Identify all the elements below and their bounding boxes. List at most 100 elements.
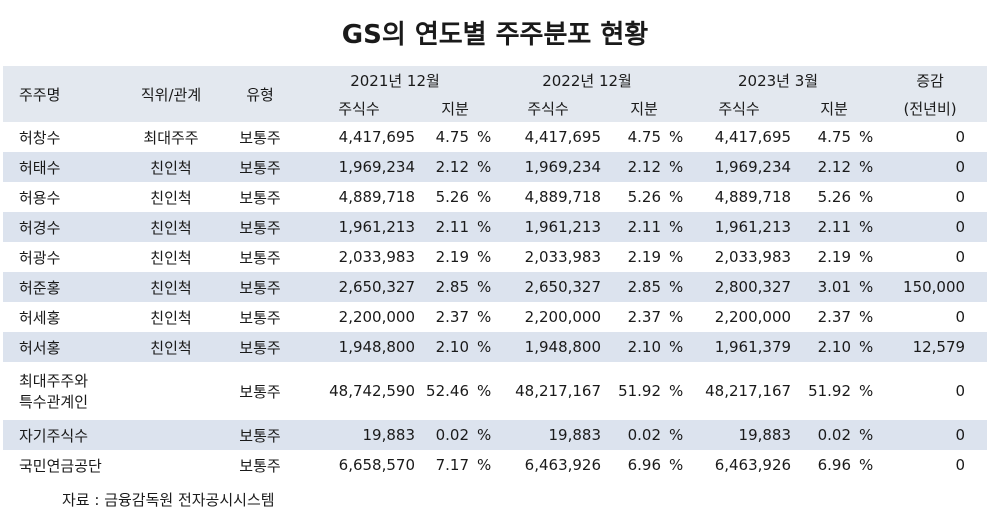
cell-relation: 친인척 <box>121 272 221 302</box>
cell-pct-unit: % <box>473 332 491 362</box>
cell-shares-2023: 6,463,926 <box>714 456 792 474</box>
cell-type: 보통주 <box>239 456 281 475</box>
cell-type: 보통주 <box>239 308 281 327</box>
cell-pct-unit: % <box>665 420 683 450</box>
cell-shares-2021: 48,742,590 <box>329 382 415 400</box>
cell-pct-unit: % <box>669 188 684 206</box>
cell-shares-2022: 48,217,167 <box>515 382 602 400</box>
cell-shares-2022: 19,883 <box>491 420 606 450</box>
cell-pct-unit: % <box>669 128 684 146</box>
col-header-type: 유형 <box>246 85 274 104</box>
cell-type: 보통주 <box>239 188 281 207</box>
cell-pct-unit: % <box>855 332 873 362</box>
cell-stake-2023: 4.75 <box>817 128 852 146</box>
cell-pct-unit: % <box>477 188 492 206</box>
cell-stake-2022: 2.37 <box>627 308 662 326</box>
table-row: 국민연금공단 보통주 6,658,570 7.17% 6,463,926 6.96% 6,4… <box>3 450 987 480</box>
cell-shares-2021: 1,969,234 <box>299 152 419 182</box>
cell-shares-2022: 2,650,327 <box>491 272 606 302</box>
cell-stake-2021: 2.12 <box>419 152 473 182</box>
cell-stake-2021: 5.26 <box>435 188 469 206</box>
cell-pct-unit: % <box>477 128 492 146</box>
cell-pct-unit: % <box>859 308 874 326</box>
cell-pct-unit: % <box>859 248 874 266</box>
col-header-stake: 지분 <box>630 99 658 118</box>
cell-type: 보통주 <box>221 420 299 450</box>
cell-stake-2022: 51.92 <box>618 382 662 400</box>
cell-stake-2022: 5.26 <box>627 188 662 206</box>
cell-shares-2023: 2,200,000 <box>714 308 792 326</box>
cell-stake-2022: 2.12 <box>605 152 666 182</box>
cell-stake-2023: 51.92 <box>808 382 852 400</box>
cell-pct-unit: % <box>473 420 491 450</box>
cell-change: 0 <box>955 188 966 206</box>
cell-name: 허경수 <box>3 212 121 242</box>
cell-relation <box>121 420 221 450</box>
cell-name: 허서홍 <box>3 332 121 362</box>
cell-pct-unit: % <box>665 332 683 362</box>
cell-pct-unit: % <box>859 456 874 474</box>
cell-stake-2023: 2.11 <box>795 212 856 242</box>
cell-stake-2021: 7.17 <box>435 456 469 474</box>
cell-shares-2023: 4,417,695 <box>714 128 792 146</box>
page-title: GS의 연도별 주주분포 현황 <box>341 20 649 50</box>
cell-change: 0 <box>955 128 966 146</box>
cell-pct-unit: % <box>855 212 873 242</box>
cell-shares-2022: 4,889,718 <box>524 188 602 206</box>
cell-type: 보통주 <box>239 128 281 147</box>
cell-shares-2023: 1,961,213 <box>683 212 796 242</box>
cell-stake-2021: 2.85 <box>419 272 473 302</box>
cell-pct-unit: % <box>855 152 873 182</box>
cell-change: 0 <box>873 420 988 450</box>
cell-stake-2022: 2.10 <box>605 332 666 362</box>
cell-relation: 친인척 <box>121 152 221 182</box>
cell-shares-2022: 6,463,926 <box>524 456 602 474</box>
cell-stake-2023: 2.10 <box>795 332 856 362</box>
cell-shares-2023: 19,883 <box>683 420 796 450</box>
cell-change: 150,000 <box>873 272 988 302</box>
cell-shares-2021: 4,417,695 <box>338 128 415 146</box>
cell-shares-2023: 2,033,983 <box>714 248 792 266</box>
table-row: 최대주주와 특수관계인 보통주 48,742,590 52.46% 48,217,167 5… <box>3 362 987 420</box>
cell-shares-2023: 48,217,167 <box>705 382 792 400</box>
table-row: 허광수 친인척 보통주 2,033,983 2.19% 2,033,983 2.19% 2,0… <box>3 242 987 272</box>
cell-stake-2023: 5.26 <box>817 188 852 206</box>
table-row: 허경수 친인척 보통주 1,961,213 2.11% 1,961,213 2.11% 1,9… <box>3 212 988 242</box>
cell-name-line: 특수관계인 <box>19 393 89 411</box>
cell-shares-2021: 19,883 <box>299 420 419 450</box>
col-header-name: 주주명 <box>19 85 61 104</box>
cell-name: 허창수 <box>19 128 61 147</box>
cell-change: 0 <box>955 456 966 474</box>
col-header-shares: 주식수 <box>338 99 380 118</box>
table-row: 허용수 친인척 보통주 4,889,718 5.26% 4,889,718 5.26% 4,8… <box>3 182 987 212</box>
table-row: 허준홍 친인척 보통주 2,650,327 2.85% 2,650,327 2.85% 2,8… <box>3 272 988 302</box>
cell-shares-2021: 1,961,213 <box>299 212 419 242</box>
cell-pct-unit: % <box>477 248 492 266</box>
cell-type: 보통주 <box>221 272 299 302</box>
cell-shares-2021: 1,948,800 <box>299 332 419 362</box>
cell-shares-2022: 1,961,213 <box>491 212 606 242</box>
cell-change: 0 <box>873 212 988 242</box>
cell-stake-2023: 2.12 <box>795 152 856 182</box>
cell-pct-unit: % <box>669 308 684 326</box>
cell-pct-unit: % <box>473 212 491 242</box>
cell-name: 허용수 <box>19 188 61 207</box>
cell-relation: 친인척 <box>150 188 192 207</box>
col-header-period-2022: 2022년 12월 <box>542 71 632 90</box>
cell-pct-unit: % <box>665 212 683 242</box>
cell-pct-unit: % <box>859 128 874 146</box>
col-header-relation: 직위/관계 <box>140 85 202 104</box>
cell-stake-2023: 6.96 <box>817 456 852 474</box>
table-header: 주주명 직위/관계 유형 2021년 12월 2022년 12월 2023년 3… <box>3 66 988 122</box>
cell-pct-unit: % <box>665 272 683 302</box>
cell-pct-unit: % <box>855 420 873 450</box>
col-header-shares: 주식수 <box>718 99 760 118</box>
table-row: 허세홍 친인척 보통주 2,200,000 2.37% 2,200,000 2.37% 2,2… <box>3 302 987 332</box>
col-header-shares: 주식수 <box>527 99 569 118</box>
cell-relation: 최대주주 <box>143 128 199 147</box>
cell-shares-2022: 1,969,234 <box>491 152 606 182</box>
cell-shares-2022: 4,417,695 <box>524 128 602 146</box>
header-row-1: 주주명 직위/관계 유형 2021년 12월 2022년 12월 2023년 3… <box>3 66 988 104</box>
cell-stake-2023: 2.37 <box>817 308 852 326</box>
cell-name: 허광수 <box>19 248 61 267</box>
